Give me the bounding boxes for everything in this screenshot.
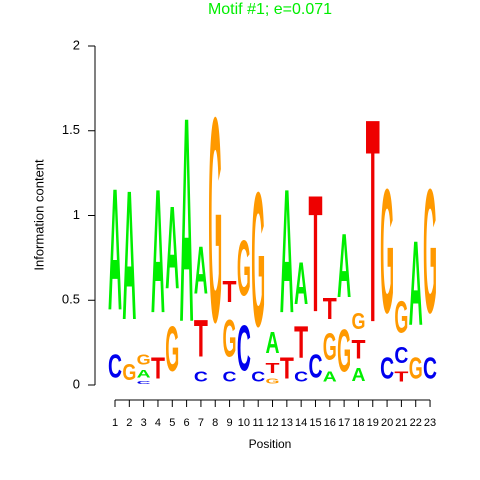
logo-letter: A [266, 327, 280, 360]
x-tick-label: 10 [238, 417, 250, 429]
logo-letter: G [237, 224, 251, 312]
logo-letter: G [165, 314, 179, 385]
logo-letter: G [337, 319, 351, 385]
x-tick-label: 13 [281, 417, 293, 429]
logo-letter: A [409, 217, 423, 351]
logo-letter: C [380, 352, 394, 385]
logo-letter: T [194, 308, 208, 368]
y-tick-label: 1 [73, 207, 80, 222]
x-tick-label: 8 [212, 417, 218, 429]
logo-letter: G [208, 57, 222, 383]
x-tick-label: 20 [381, 417, 393, 429]
logo-letter: C [108, 347, 122, 385]
logo-letter: A [351, 365, 365, 385]
x-tick-label: 4 [155, 417, 161, 429]
logo-letter: A [280, 152, 294, 350]
logo-letter: C [194, 368, 208, 385]
x-tick-label: 3 [141, 417, 147, 429]
logo-letter: C [308, 347, 322, 385]
logo-letter: C [423, 352, 437, 385]
logo-letter: G [394, 293, 408, 343]
logo-letter: T [294, 316, 308, 368]
x-tick-label: 21 [395, 417, 407, 429]
logo-letter: T [394, 368, 408, 385]
logo-letter: G [409, 352, 423, 386]
logo-letter: T [223, 275, 238, 309]
logo-letter: A [294, 249, 308, 318]
logo-letter: A [165, 180, 179, 313]
logo-letter: C [294, 368, 308, 385]
x-tick-label: 12 [266, 417, 278, 429]
x-axis-label: Position [249, 437, 292, 451]
x-tick-label: 11 [252, 417, 263, 429]
logo-letter: G [137, 351, 151, 368]
logo-letter: G [423, 152, 437, 350]
x-tick-label: 9 [226, 417, 232, 429]
x-tick-label: 22 [410, 417, 422, 429]
logo-letter: A [137, 369, 151, 381]
x-tick-label: 16 [324, 417, 336, 429]
logo-letter: T [151, 351, 166, 385]
y-tick-label: 2 [73, 37, 80, 52]
logo-letter: A [337, 216, 351, 317]
logo-letter: T [266, 360, 280, 377]
logo-letter: T [308, 161, 322, 347]
logo-letter: C [223, 368, 237, 385]
x-tick-label: 5 [169, 417, 175, 429]
y-tick-label: 0.5 [62, 292, 80, 307]
x-tick-label: 14 [295, 417, 307, 429]
logo-letter: C [237, 314, 251, 386]
y-tick-label: 1.5 [62, 122, 80, 137]
logo-letter: T [280, 351, 295, 385]
logo-letter: C [394, 344, 408, 369]
logo-letter: A [323, 368, 337, 385]
logo-letter: T [323, 292, 338, 326]
logo-letter: C [251, 368, 265, 385]
y-axis-label: Information content [31, 159, 46, 271]
logo-letter: G [323, 327, 337, 369]
logo-letter: T [366, 57, 380, 383]
logo-letter: A [108, 153, 122, 347]
x-tick-label: 1 [112, 417, 118, 429]
logo-letter: C [137, 380, 151, 385]
x-tick-label: 7 [198, 417, 204, 429]
logo-letter: G [223, 310, 237, 369]
y-tick-label: 0 [73, 376, 80, 391]
logo-letter: G [122, 360, 136, 385]
logo-letter: T [351, 335, 366, 365]
x-tick-label: 2 [126, 417, 132, 429]
x-tick-label: 23 [424, 417, 436, 429]
logo-letter: A [151, 152, 165, 350]
x-tick-label: 15 [309, 417, 321, 429]
x-tick-label: 6 [184, 417, 190, 429]
x-tick-label: 17 [338, 417, 350, 429]
logo-letter: G [266, 377, 280, 385]
logo-letter: A [194, 233, 208, 309]
logo-letter: A [122, 152, 136, 359]
chart-title: Motif #1; e=0.071 [208, 1, 332, 18]
logo-letter: G [380, 152, 394, 350]
x-tick-label: 18 [352, 417, 364, 429]
logo-letter: A [180, 57, 194, 383]
x-tick-label: 19 [367, 417, 379, 429]
logo-letter: G [351, 309, 365, 334]
logo-letter: G [251, 151, 265, 366]
